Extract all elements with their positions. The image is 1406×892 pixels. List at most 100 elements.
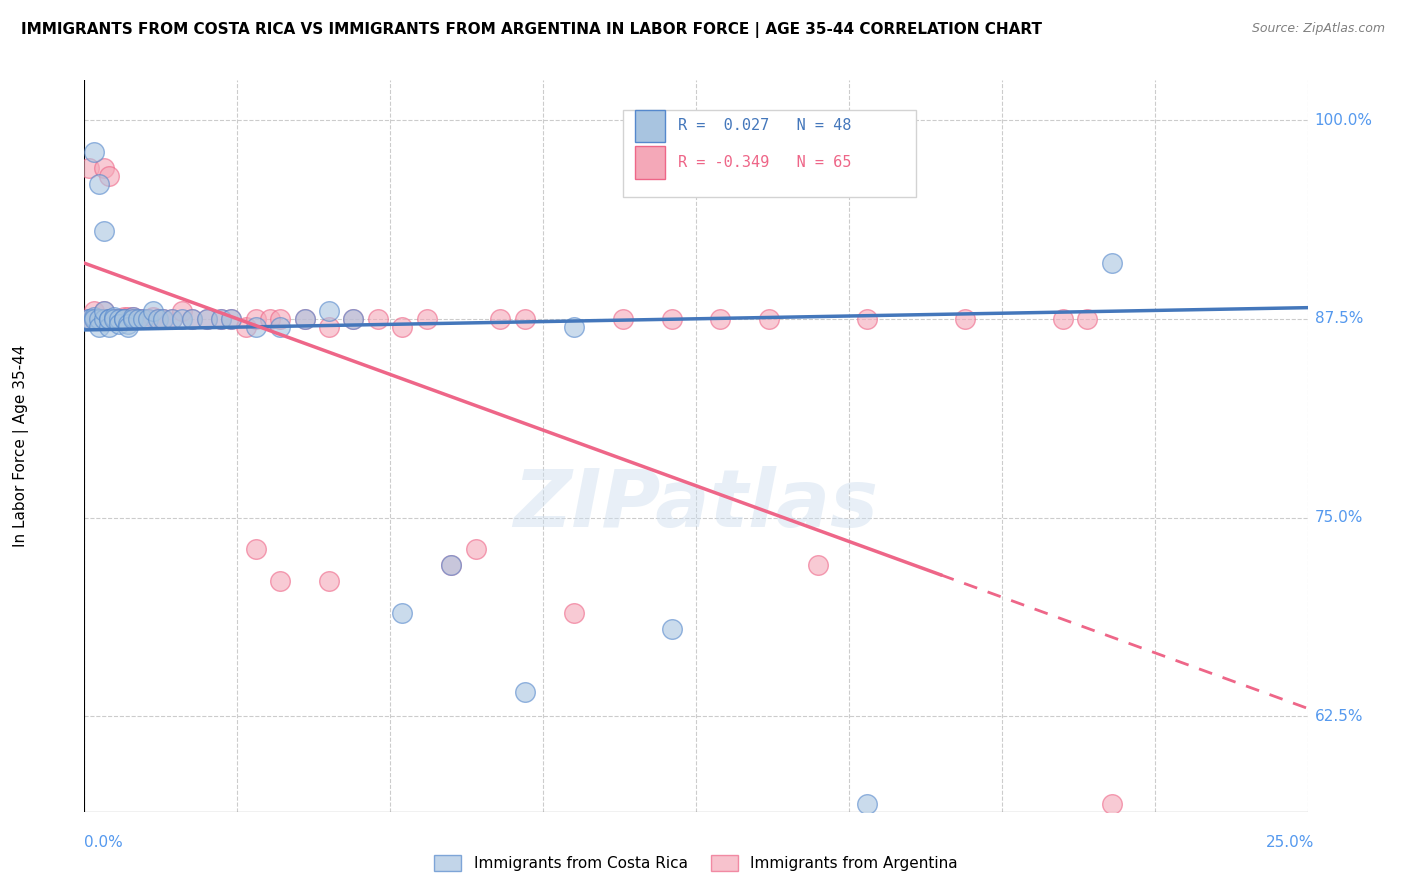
Point — [117, 310, 139, 325]
Point — [142, 310, 165, 325]
Point — [107, 311, 129, 326]
Point — [856, 797, 879, 811]
Point — [77, 161, 100, 175]
Point — [440, 558, 463, 573]
Text: Source: ZipAtlas.com: Source: ZipAtlas.com — [1251, 22, 1385, 36]
Point — [195, 311, 218, 326]
Point — [342, 311, 364, 326]
Point — [122, 311, 145, 326]
Point — [93, 311, 115, 326]
Point — [77, 311, 100, 326]
Point — [342, 311, 364, 326]
Point — [318, 319, 340, 334]
Point — [83, 311, 105, 326]
Point — [513, 685, 536, 699]
Point — [87, 177, 110, 191]
Point — [83, 311, 105, 326]
Point — [856, 311, 879, 326]
Point — [107, 317, 129, 331]
Point — [93, 303, 115, 318]
Point — [97, 311, 120, 326]
Point — [391, 319, 413, 334]
Point — [181, 311, 204, 326]
Point — [117, 317, 139, 331]
Point — [97, 169, 120, 183]
Point — [172, 311, 194, 326]
Point — [87, 311, 110, 326]
Point — [83, 145, 105, 159]
Point — [132, 311, 155, 326]
Point — [318, 574, 340, 589]
Point — [181, 311, 204, 326]
FancyBboxPatch shape — [636, 146, 665, 179]
Point — [117, 319, 139, 334]
Point — [562, 319, 585, 334]
Point — [269, 319, 291, 334]
Point — [162, 311, 184, 326]
Point — [83, 311, 105, 326]
Point — [464, 542, 486, 557]
Point — [953, 311, 976, 326]
Point — [172, 303, 194, 318]
Point — [219, 311, 242, 326]
Point — [103, 311, 125, 326]
Point — [367, 311, 389, 326]
Point — [269, 311, 291, 326]
Point — [112, 311, 135, 326]
Point — [87, 319, 110, 334]
Point — [235, 319, 257, 334]
FancyBboxPatch shape — [623, 110, 917, 197]
Point — [513, 311, 536, 326]
Text: R = -0.349   N = 65: R = -0.349 N = 65 — [678, 154, 851, 169]
Point — [87, 311, 110, 326]
Text: 25.0%: 25.0% — [1267, 836, 1315, 850]
Point — [661, 311, 683, 326]
Point — [107, 311, 129, 326]
Text: 75.0%: 75.0% — [1315, 510, 1362, 525]
Point — [97, 319, 120, 334]
Text: R =  0.027   N = 48: R = 0.027 N = 48 — [678, 118, 851, 133]
Point — [146, 311, 169, 326]
Point — [195, 311, 218, 326]
Text: 0.0%: 0.0% — [84, 836, 124, 850]
Point — [112, 310, 135, 325]
Point — [152, 311, 174, 326]
Point — [77, 311, 100, 326]
Text: 87.5%: 87.5% — [1315, 311, 1362, 326]
Point — [661, 622, 683, 636]
Point — [245, 311, 267, 326]
Point — [416, 311, 439, 326]
Point — [83, 303, 105, 318]
Text: 100.0%: 100.0% — [1315, 112, 1372, 128]
Point — [122, 310, 145, 325]
Point — [83, 310, 105, 325]
Text: ZIPatlas: ZIPatlas — [513, 466, 879, 543]
Point — [103, 311, 125, 326]
Point — [77, 311, 100, 326]
Point — [209, 311, 232, 326]
Point — [562, 606, 585, 620]
Text: In Labor Force | Age 35-44: In Labor Force | Age 35-44 — [13, 345, 30, 547]
Point — [709, 311, 731, 326]
Point — [1101, 256, 1123, 270]
Point — [77, 311, 100, 326]
Point — [93, 303, 115, 318]
Point — [259, 311, 281, 326]
Point — [93, 161, 115, 175]
Point — [127, 311, 149, 326]
Point — [612, 311, 634, 326]
Point — [136, 311, 159, 326]
Point — [245, 542, 267, 557]
Point — [1052, 311, 1074, 326]
Point — [146, 311, 169, 326]
Point — [152, 311, 174, 326]
Point — [103, 311, 125, 326]
Point — [489, 311, 512, 326]
Point — [127, 311, 149, 326]
Point — [162, 311, 184, 326]
Point — [107, 311, 129, 326]
Point — [112, 311, 135, 326]
Point — [122, 310, 145, 325]
Point — [294, 311, 316, 326]
Point — [219, 311, 242, 326]
